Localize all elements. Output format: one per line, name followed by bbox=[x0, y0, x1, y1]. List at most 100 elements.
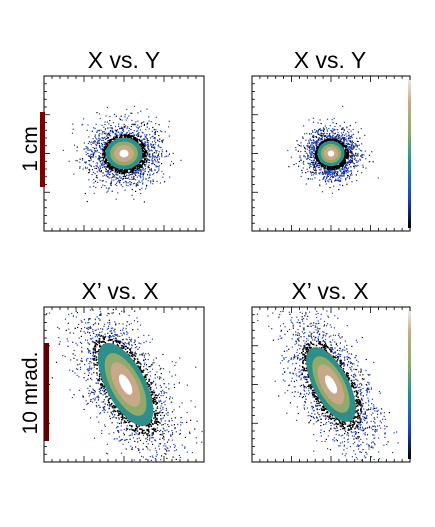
scatter-point bbox=[312, 135, 314, 137]
scatter-point bbox=[156, 166, 158, 168]
scatter-point bbox=[368, 408, 370, 411]
scatter-point bbox=[153, 359, 155, 361]
scatter-point bbox=[315, 172, 317, 174]
scatter-point bbox=[352, 162, 354, 164]
scatter-point bbox=[153, 417, 155, 419]
scatter-point bbox=[163, 401, 165, 403]
scatter-point bbox=[347, 150, 349, 153]
scatter-point bbox=[335, 425, 338, 427]
scatter-point bbox=[136, 167, 138, 169]
scatter-point bbox=[125, 133, 127, 135]
scatter-point bbox=[147, 430, 150, 432]
scatter-point bbox=[151, 150, 153, 152]
scatter-point bbox=[171, 432, 174, 434]
scatter-point bbox=[146, 122, 149, 124]
scatter-point bbox=[316, 155, 319, 157]
scatter-point bbox=[347, 152, 349, 155]
scatter-point bbox=[151, 163, 153, 165]
scatter-point bbox=[366, 438, 368, 440]
scatter-point bbox=[315, 154, 318, 156]
scatter-point bbox=[98, 380, 100, 382]
scatter-point bbox=[380, 422, 382, 424]
scatter-point bbox=[98, 421, 100, 423]
scatter-point bbox=[314, 177, 316, 179]
scatter-point bbox=[112, 174, 114, 176]
scatter-point bbox=[356, 160, 358, 162]
scatter-point bbox=[366, 434, 369, 436]
scatter-point bbox=[155, 130, 157, 133]
scatter-point bbox=[300, 369, 302, 371]
scatter-point bbox=[373, 442, 376, 445]
scatter-point bbox=[293, 386, 295, 388]
scatter-point bbox=[303, 393, 305, 395]
scatter-point bbox=[89, 332, 91, 334]
scatter-point bbox=[105, 181, 107, 183]
scatter-point bbox=[105, 170, 107, 172]
scatter-point bbox=[130, 168, 132, 171]
scatter-point bbox=[343, 159, 346, 161]
scatter-point bbox=[307, 155, 309, 157]
scatter-point bbox=[161, 131, 163, 133]
scatter-point bbox=[349, 160, 352, 162]
scatter-point bbox=[87, 368, 89, 370]
scatter-point bbox=[118, 179, 120, 181]
scatter-point bbox=[91, 355, 94, 357]
scatter-point bbox=[90, 352, 92, 354]
scatter-point bbox=[278, 316, 280, 318]
scatter-point bbox=[133, 320, 135, 322]
scatter-point bbox=[153, 411, 155, 413]
scatter-point bbox=[152, 162, 154, 164]
panel-2: X vs. Y bbox=[251, 47, 411, 232]
scatter-point bbox=[154, 416, 157, 418]
scatter-point bbox=[356, 155, 358, 157]
scatter-point bbox=[96, 149, 98, 151]
scatter-point bbox=[152, 423, 154, 426]
scatter-point bbox=[339, 180, 341, 182]
scatter-point bbox=[146, 160, 148, 162]
scatter-point bbox=[310, 139, 312, 142]
scatter-point bbox=[128, 130, 130, 132]
scatter-point bbox=[159, 140, 161, 143]
scatter-point bbox=[342, 167, 344, 169]
scatter-point bbox=[100, 129, 102, 131]
scatter-point bbox=[155, 149, 157, 151]
scatter-point bbox=[313, 450, 315, 452]
scatter-point bbox=[142, 143, 145, 146]
scatter-point bbox=[105, 391, 108, 394]
scatter-point bbox=[139, 143, 141, 145]
scatter-point bbox=[139, 169, 141, 171]
scatter-point bbox=[122, 327, 124, 329]
scatter-point bbox=[152, 179, 154, 181]
scatter-point bbox=[328, 168, 331, 170]
scatter-point bbox=[149, 456, 151, 458]
scatter-point bbox=[372, 434, 374, 436]
scatter-point bbox=[145, 425, 148, 427]
scatter-point bbox=[107, 164, 110, 167]
scatter-point bbox=[324, 415, 326, 417]
scatter-point bbox=[119, 170, 121, 172]
scatter-point bbox=[136, 168, 138, 171]
scatter-point bbox=[344, 145, 347, 147]
scatter-point bbox=[309, 311, 311, 313]
scatter-point bbox=[342, 434, 344, 436]
scatter-point bbox=[85, 380, 87, 382]
scatter-point bbox=[114, 334, 116, 336]
scatter-point bbox=[331, 137, 333, 139]
scatter-point bbox=[135, 139, 137, 142]
scatter-point bbox=[121, 119, 123, 121]
scatter-point bbox=[131, 123, 133, 125]
scatter-point bbox=[302, 162, 304, 164]
scatter-point bbox=[331, 347, 333, 349]
scatter-point bbox=[119, 182, 121, 184]
scatter-point bbox=[115, 324, 117, 326]
scatter-point bbox=[89, 149, 91, 151]
scatter-point bbox=[309, 162, 311, 165]
scatter-point bbox=[317, 148, 319, 150]
scatter-point bbox=[317, 163, 319, 165]
scatter-point bbox=[120, 421, 122, 423]
scatter-point bbox=[103, 341, 106, 343]
scatter-point bbox=[148, 155, 150, 157]
scatter-point bbox=[341, 127, 343, 129]
scatter-point bbox=[96, 378, 98, 380]
scatter-point bbox=[271, 328, 273, 330]
